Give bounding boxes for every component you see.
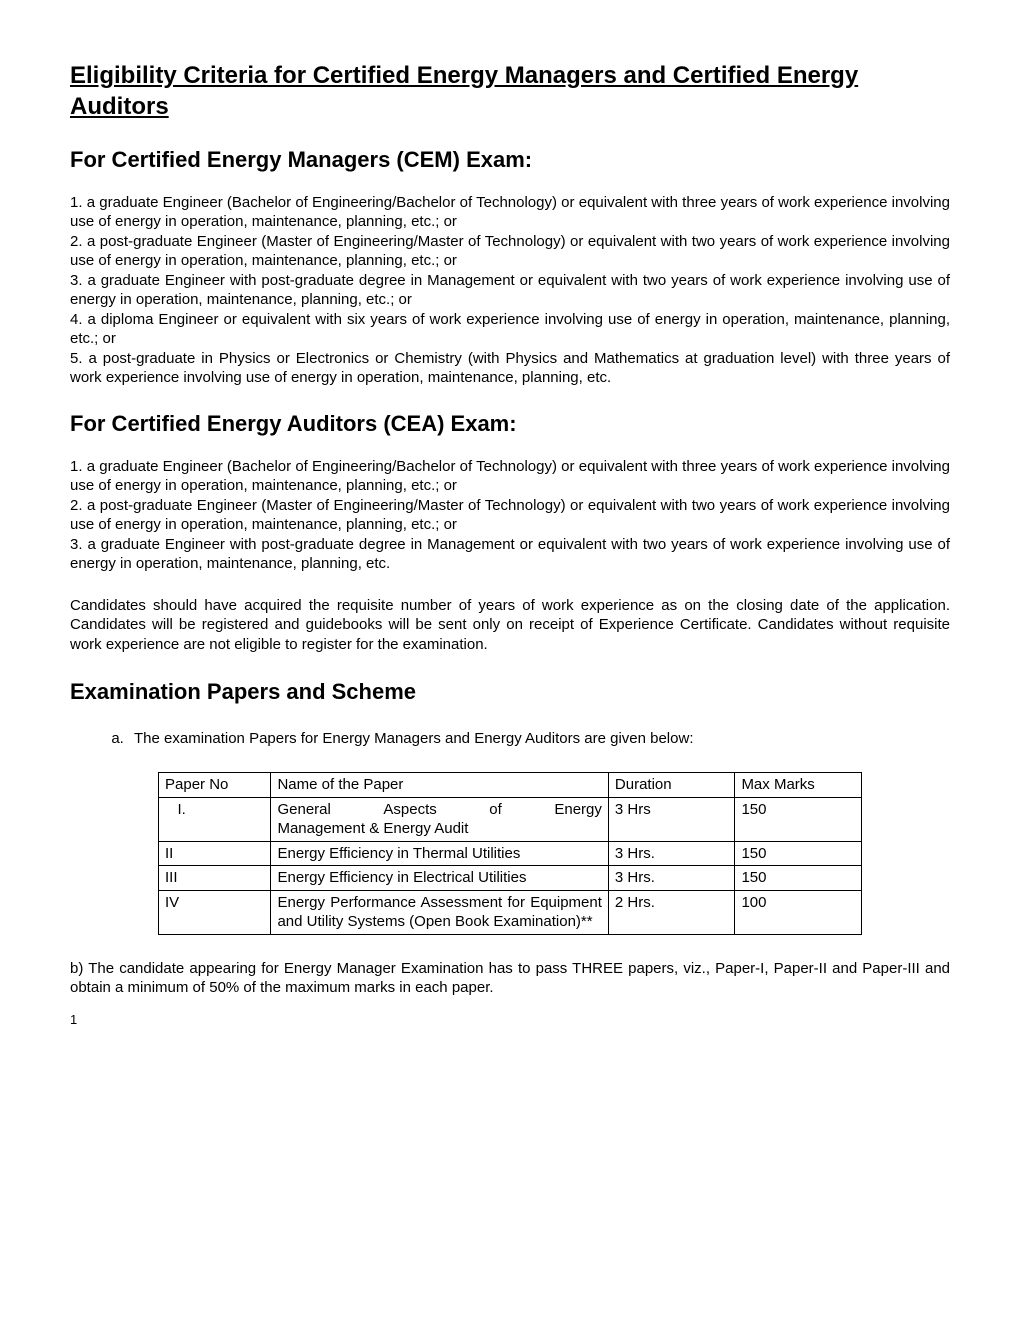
cea-item: 1. a graduate Engineer (Bachelor of Engi… [70,457,950,496]
table-row: III Energy Efficiency in Electrical Util… [159,866,862,891]
cell-marks: 150 [735,797,862,841]
cell-paper-no: II [159,841,271,866]
scheme-para-b: b) The candidate appearing for Energy Ma… [70,959,950,998]
cem-item: 5. a post-graduate in Physics or Electro… [70,349,950,388]
cell-duration: 3 Hrs. [608,841,735,866]
cell-name: General Aspects of EnergyManagement & En… [271,797,608,841]
th-max-marks: Max Marks [735,773,862,798]
cea-heading: For Certified Energy Auditors (CEA) Exam… [70,410,950,439]
table-row: I. General Aspects of EnergyManagement &… [159,797,862,841]
cell-name: Energy Efficiency in Electrical Utilitie… [271,866,608,891]
cell-name: Energy Performance Assessment for Equipm… [271,890,608,934]
cell-duration: 3 Hrs [608,797,735,841]
table-row: IV Energy Performance Assessment for Equ… [159,890,862,934]
cell-marks: 150 [735,841,862,866]
cell-paper-no: I. [159,797,271,841]
cem-item: 1. a graduate Engineer (Bachelor of Engi… [70,193,950,232]
cem-item: 3. a graduate Engineer with post-graduat… [70,271,950,310]
scheme-intro: The examination Papers for Energy Manage… [128,729,950,749]
cea-item: 3. a graduate Engineer with post-graduat… [70,535,950,574]
scheme-heading: Examination Papers and Scheme [70,678,950,707]
cell-name: Energy Efficiency in Thermal Utilities [271,841,608,866]
th-paper-no: Paper No [159,773,271,798]
cem-criteria: 1. a graduate Engineer (Bachelor of Engi… [70,193,950,388]
cem-heading: For Certified Energy Managers (CEM) Exam… [70,146,950,175]
cea-criteria: 1. a graduate Engineer (Bachelor of Engi… [70,457,950,574]
page-title: Eligibility Criteria for Certified Energ… [70,60,950,122]
scheme-intro-list: The examination Papers for Energy Manage… [70,729,950,749]
table-row: II Energy Efficiency in Thermal Utilitie… [159,841,862,866]
cell-duration: 2 Hrs. [608,890,735,934]
cem-item: 4. a diploma Engineer or equivalent with… [70,310,950,349]
table-header-row: Paper No Name of the Paper Duration Max … [159,773,862,798]
cell-paper-no: III [159,866,271,891]
cem-item: 2. a post-graduate Engineer (Master of E… [70,232,950,271]
th-duration: Duration [608,773,735,798]
experience-note: Candidates should have acquired the requ… [70,596,950,655]
cell-paper-no: IV [159,890,271,934]
th-name: Name of the Paper [271,773,608,798]
exam-table: Paper No Name of the Paper Duration Max … [158,772,862,935]
cea-item: 2. a post-graduate Engineer (Master of E… [70,496,950,535]
cell-marks: 100 [735,890,862,934]
cell-duration: 3 Hrs. [608,866,735,891]
page-number: 1 [70,1012,950,1029]
cell-marks: 150 [735,866,862,891]
